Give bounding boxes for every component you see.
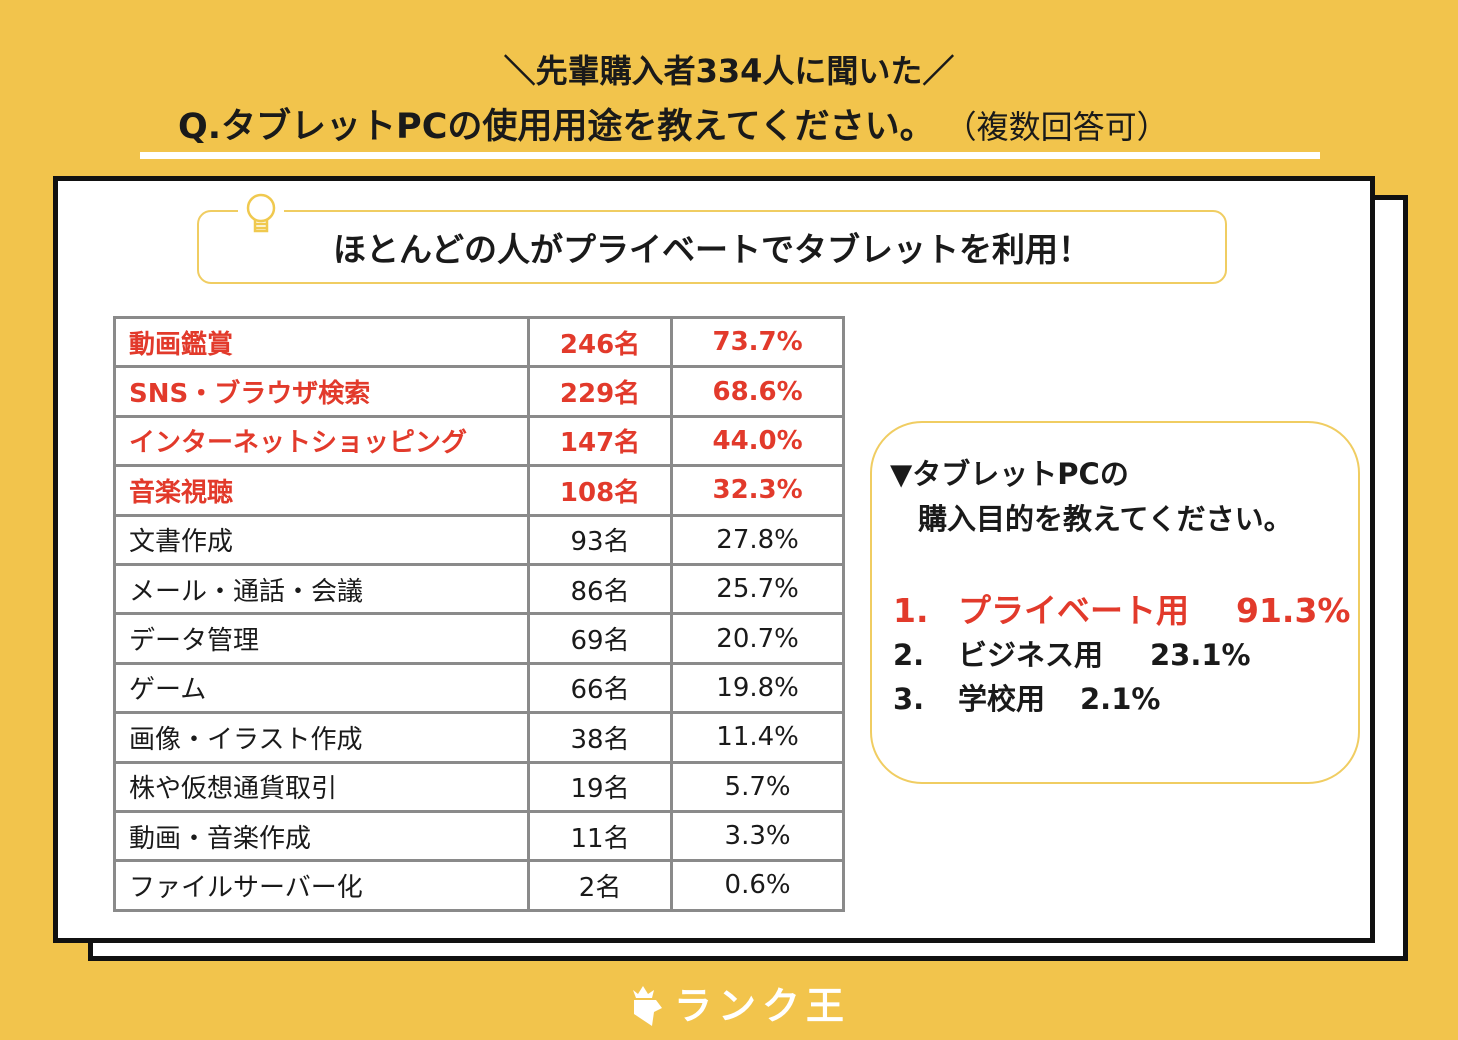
crown-lion-icon — [633, 985, 662, 1026]
respondent-count: 66名 — [526, 661, 674, 715]
rank-pct: 2.1% — [1080, 682, 1161, 716]
rank-label: プライベート用 — [958, 591, 1189, 630]
percentage: 3.3% — [670, 809, 845, 863]
percentage: 5.7% — [670, 760, 845, 813]
table-row: 動画・音楽作成 11名 3.3% — [113, 809, 845, 863]
table-row: SNS・ブラウザ検索 229名 68.6% — [113, 365, 845, 418]
question-title: Q.タブレットPCの使用用途を教えてください。 （複数回答可） — [178, 98, 1169, 149]
question-note: （複数回答可） — [960, 108, 1169, 146]
title-underline — [140, 152, 1320, 159]
usage-label: インターネットショッピング — [113, 414, 530, 468]
percentage: 0.6% — [670, 859, 845, 912]
percentage: 11.4% — [670, 711, 845, 764]
respondent-count: 229名 — [526, 365, 674, 418]
rankking-logo: ランク王 — [630, 975, 850, 1030]
table-row: 文書作成 93名 27.8% — [113, 513, 845, 566]
purpose-q-line2: 購入目的を教えてください。 — [918, 502, 1293, 536]
usage-label: メール・通話・会議 — [113, 562, 530, 616]
usage-label: 音楽視聴 — [113, 464, 530, 517]
purpose-rank-item: 2. ビジネス用 23.1% — [893, 632, 1251, 674]
rank-n: 3. — [893, 682, 925, 716]
usage-label: データ管理 — [113, 612, 530, 665]
table-row: 音楽視聴 108名 32.3% — [113, 464, 845, 517]
usage-label: 画像・イラスト作成 — [113, 711, 530, 764]
purpose-question: ▼タブレットPCの購入目的を教えてください。 — [890, 452, 1293, 542]
table-row: インターネットショッピング 147名 44.0% — [113, 414, 845, 468]
question-text: Q.タブレットPCの使用用途を教えてください。 — [178, 107, 935, 147]
usage-label: 株や仮想通貨取引 — [113, 760, 530, 813]
percentage: 44.0% — [670, 414, 845, 468]
table-row: 動画鑑賞 246名 73.7% — [113, 315, 845, 369]
rank-n: 2. — [893, 638, 925, 672]
usage-label: ファイルサーバー化 — [113, 859, 530, 912]
respondent-count: 147名 — [526, 414, 674, 468]
rank-label: ビジネス用 — [958, 638, 1104, 672]
callout-box: ほとんどの人がプライベートでタブレットを利用！ — [197, 210, 1227, 284]
logo-text: ランク王 — [674, 984, 851, 1028]
table-row: 株や仮想通貨取引 19名 5.7% — [113, 760, 845, 813]
table-row: ファイルサーバー化 2名 0.6% — [113, 859, 845, 912]
purpose-rank-item: 1. プライベート用 91.3% — [893, 584, 1351, 632]
rank-pct: 91.3% — [1236, 591, 1351, 630]
callout-text: ほとんどの人がプライベートでタブレットを利用！ — [332, 230, 1091, 269]
respondent-count: 11名 — [526, 809, 674, 863]
table-row: データ管理 69名 20.7% — [113, 612, 845, 665]
usage-label: 動画・音楽作成 — [113, 809, 530, 863]
respondent-count: 38名 — [526, 711, 674, 764]
respondent-count: 246名 — [526, 315, 674, 369]
table-row: メール・通話・会議 86名 25.7% — [113, 562, 845, 616]
table-row: 画像・イラスト作成 38名 11.4% — [113, 711, 845, 764]
survey-subtitle: ＼先輩購入者334人に聞いた／ — [503, 52, 955, 90]
rank-n: 1. — [893, 591, 929, 630]
percentage: 20.7% — [670, 612, 845, 665]
percentage: 32.3% — [670, 464, 845, 517]
usage-label: SNS・ブラウザ検索 — [113, 365, 530, 418]
usage-table: 動画鑑賞 246名 73.7% SNS・ブラウザ検索 229名 68.6% インターネットシ… — [113, 315, 845, 912]
rank-label: 学校用 — [958, 682, 1046, 716]
lightbulb-icon — [238, 188, 284, 244]
usage-label: 動画鑑賞 — [113, 315, 530, 369]
percentage: 25.7% — [670, 562, 845, 616]
table-row: ゲーム 66名 19.8% — [113, 661, 845, 715]
percentage: 19.8% — [670, 661, 845, 715]
purpose-q-line1: ▼タブレットPCの — [890, 457, 1129, 491]
percentage: 27.8% — [670, 513, 845, 566]
usage-label: ゲーム — [113, 661, 530, 715]
purpose-box — [870, 421, 1360, 784]
respondent-count: 108名 — [526, 464, 674, 517]
usage-label: 文書作成 — [113, 513, 530, 566]
respondent-count: 19名 — [526, 760, 674, 813]
respondent-count: 86名 — [526, 562, 674, 616]
purpose-rank-item: 3. 学校用 2.1% — [893, 676, 1160, 718]
percentage: 73.7% — [670, 315, 845, 369]
respondent-count: 2名 — [526, 859, 674, 912]
respondent-count: 93名 — [526, 513, 674, 566]
rank-pct: 23.1% — [1150, 638, 1251, 672]
respondent-count: 69名 — [526, 612, 674, 665]
percentage: 68.6% — [670, 365, 845, 418]
